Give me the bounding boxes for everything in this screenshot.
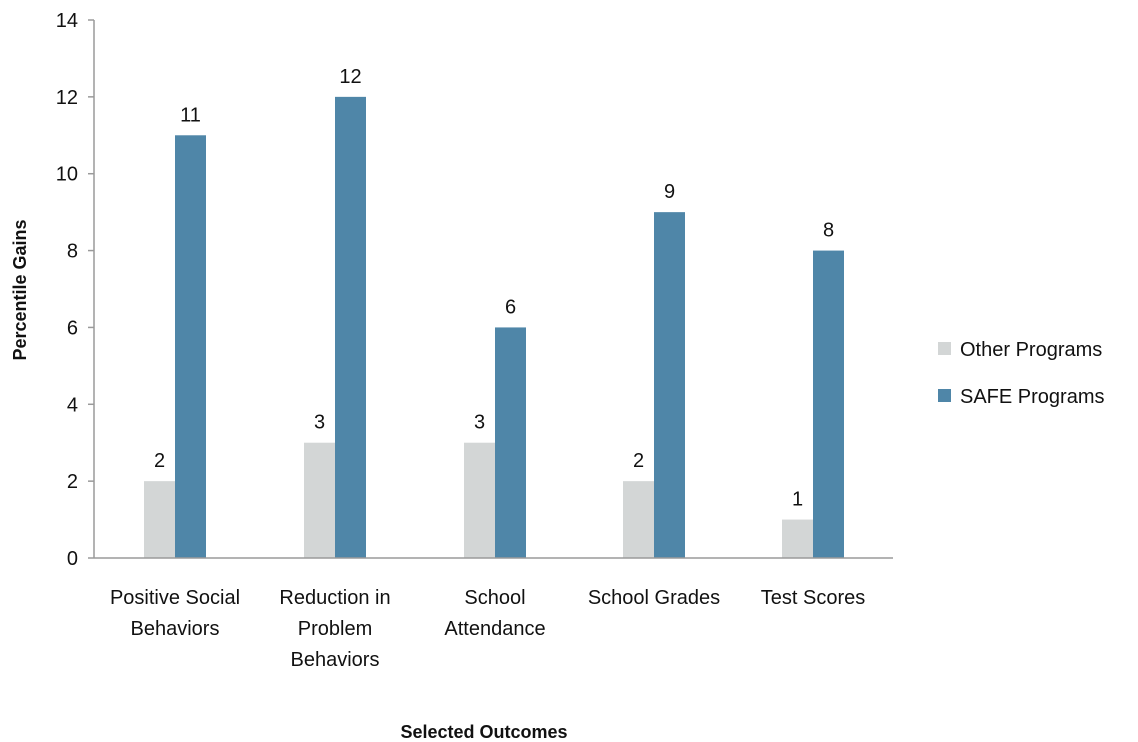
data-label: 9 xyxy=(664,181,675,203)
y-axis-ticks: 0 2 4 6 8 10 12 14 xyxy=(56,10,94,570)
y-axis-title: Percentile Gains xyxy=(10,219,30,360)
y-tick-label: 12 xyxy=(56,87,78,109)
x-tick-label: School Grades xyxy=(588,587,720,609)
legend-label: SAFE Programs xyxy=(960,386,1104,408)
data-label: 8 xyxy=(823,220,834,242)
data-label: 11 xyxy=(180,104,201,126)
x-axis-title: Selected Outcomes xyxy=(400,722,567,742)
data-label: 3 xyxy=(474,412,485,434)
data-label: 2 xyxy=(154,450,165,472)
y-tick-label: 0 xyxy=(67,548,78,570)
y-tick-label: 14 xyxy=(56,10,78,32)
bar xyxy=(175,135,206,559)
bar xyxy=(623,481,654,558)
bar xyxy=(144,481,175,558)
bar xyxy=(335,96,366,558)
bar xyxy=(813,250,844,559)
bar xyxy=(782,519,813,558)
bar xyxy=(464,442,495,558)
data-label: 1 xyxy=(792,489,803,511)
legend-label: Other Programs xyxy=(960,339,1102,361)
x-tick-label: Positive Social Behaviors xyxy=(110,587,240,640)
bar xyxy=(304,442,335,558)
y-tick-label: 8 xyxy=(67,241,78,263)
y-tick-label: 6 xyxy=(67,317,78,339)
x-tick-label: Reduction in Problem Behaviors xyxy=(279,587,390,671)
legend-swatch xyxy=(938,342,951,355)
bar xyxy=(654,212,685,558)
x-tick-label: Test Scores xyxy=(761,587,865,609)
data-label: 12 xyxy=(339,66,361,88)
y-tick-label: 4 xyxy=(67,394,78,416)
data-label: 6 xyxy=(505,296,516,318)
data-label: 2 xyxy=(633,450,644,472)
legend-swatch xyxy=(938,389,951,402)
x-tick-label: School Attendance xyxy=(444,587,545,640)
category-labels: Positive Social Behaviors Reduction in Prob… xyxy=(110,587,865,671)
bars xyxy=(144,96,844,559)
data-label: 3 xyxy=(314,412,325,434)
bar xyxy=(495,327,526,558)
axes xyxy=(93,20,893,559)
y-tick-label: 2 xyxy=(67,471,78,493)
legend: Other Programs SAFE Programs xyxy=(938,339,1104,408)
y-tick-label: 10 xyxy=(56,164,78,186)
